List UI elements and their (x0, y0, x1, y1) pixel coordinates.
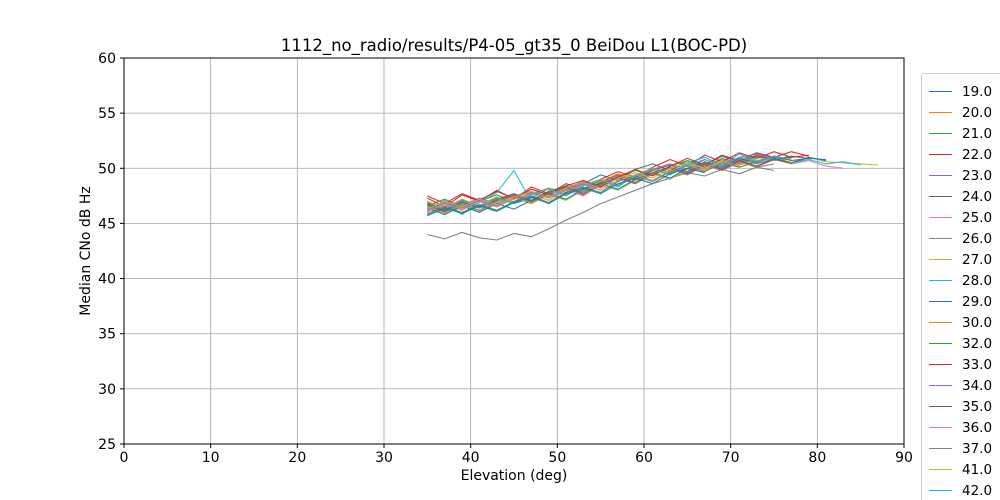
legend-line-swatch (929, 154, 952, 155)
legend-item: 28.0 (929, 270, 1000, 291)
legend-item: 36.0 (929, 417, 1000, 438)
legend-item: 22.0 (929, 144, 1000, 165)
legend-line-swatch (929, 427, 952, 428)
legend-line-swatch (929, 385, 952, 386)
legend-item: 35.0 (929, 396, 1000, 417)
legend-item: 23.0 (929, 165, 1000, 186)
legend-line-swatch (929, 301, 952, 302)
legend-label: 42.0 (962, 482, 993, 499)
legend-item: 32.0 (929, 333, 1000, 354)
legend: 19.0 20.0 21.0 22.0 23.0 24.0 25.0 26.0 27.0 28.0… (921, 73, 1000, 500)
legend-item: 29.0 (929, 291, 1000, 312)
legend-item: 26.0 (929, 228, 1000, 249)
x-tick-label: 0 (120, 450, 129, 466)
x-tick-label: 70 (722, 450, 740, 466)
legend-line-swatch (929, 469, 952, 470)
legend-line-swatch (929, 133, 952, 134)
y-axis-label: Median CNo dB Hz (78, 186, 94, 316)
legend-line-swatch (929, 112, 952, 113)
legend-label: 29.0 (962, 293, 993, 310)
legend-line-swatch (929, 448, 952, 449)
legend-label: 32.0 (962, 335, 993, 352)
y-tick-label: 35 (98, 327, 116, 343)
legend-label: 24.0 (962, 188, 993, 205)
x-tick-label: 20 (288, 450, 306, 466)
legend-line-swatch (929, 238, 952, 239)
legend-line-swatch (929, 322, 952, 323)
legend-item: 24.0 (929, 186, 1000, 207)
y-tick-label: 30 (98, 382, 116, 398)
legend-label: 25.0 (962, 209, 993, 226)
legend-line-swatch (929, 217, 952, 218)
x-tick-label: 90 (895, 450, 913, 466)
legend-item: 34.0 (929, 375, 1000, 396)
legend-label: 23.0 (962, 167, 993, 184)
x-tick-label: 10 (202, 450, 220, 466)
series-line-41.0 (427, 160, 723, 210)
x-tick-label: 30 (375, 450, 393, 466)
legend-line-swatch (929, 406, 952, 407)
legend-item: 20.0 (929, 102, 1000, 123)
series-line-43.0 (427, 167, 705, 217)
axes-frame (123, 57, 905, 445)
legend-item: 41.0 (929, 459, 1000, 480)
legend-label: 35.0 (962, 398, 993, 415)
legend-label: 41.0 (962, 461, 993, 478)
legend-item: 27.0 (929, 249, 1000, 270)
legend-line-swatch (929, 280, 952, 281)
series-line-26.0 (427, 166, 775, 241)
legend-label: 19.0 (962, 83, 993, 100)
y-tick-label: 50 (98, 161, 116, 177)
legend-label: 27.0 (962, 251, 993, 268)
legend-label: 20.0 (962, 104, 993, 121)
y-tick-label: 40 (98, 272, 116, 288)
legend-item: 33.0 (929, 354, 1000, 375)
series-line-30.0 (427, 158, 757, 209)
legend-line-swatch (929, 91, 952, 92)
legend-label: 33.0 (962, 356, 993, 373)
series-line-42.0 (427, 155, 792, 210)
legend-label: 28.0 (962, 272, 993, 289)
x-tick-label: 50 (548, 450, 566, 466)
legend-line-swatch (929, 196, 952, 197)
y-tick-label: 25 (98, 437, 116, 453)
legend-item: 42.0 (929, 480, 1000, 500)
legend-label: 30.0 (962, 314, 993, 331)
legend-label: 26.0 (962, 230, 993, 247)
legend-item: 25.0 (929, 207, 1000, 228)
series-line-24.0 (427, 155, 809, 211)
legend-label: 21.0 (962, 125, 993, 142)
legend-label: 34.0 (962, 377, 993, 394)
legend-line-swatch (929, 364, 952, 365)
legend-line-swatch (929, 175, 952, 176)
legend-label: 22.0 (962, 146, 993, 163)
legend-line-swatch (929, 259, 952, 260)
y-tick-label: 60 (98, 51, 116, 67)
chart-title: 1112_no_radio/results/P4-05_gt35_0 BeiDo… (280, 36, 748, 55)
y-tick-label: 55 (98, 106, 116, 122)
x-tick-label: 60 (635, 450, 653, 466)
legend-label: 37.0 (962, 440, 993, 457)
y-tick-label: 45 (98, 216, 116, 232)
legend-item: 30.0 (929, 312, 1000, 333)
x-tick-label: 80 (808, 450, 826, 466)
x-tick-label: 40 (462, 450, 480, 466)
legend-label: 36.0 (962, 419, 993, 436)
legend-line-swatch (929, 490, 952, 491)
legend-item: 21.0 (929, 123, 1000, 144)
x-axis-label: Elevation (deg) (460, 468, 568, 484)
legend-line-swatch (929, 343, 952, 344)
legend-item: 37.0 (929, 438, 1000, 459)
legend-item: 19.0 (929, 81, 1000, 102)
